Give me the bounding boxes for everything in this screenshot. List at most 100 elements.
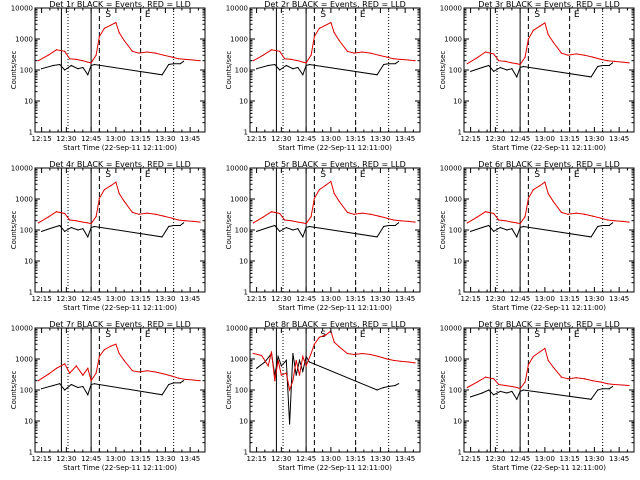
data-point — [297, 66, 299, 69]
x-tick-label: 12:15 — [247, 135, 267, 143]
data-point — [522, 65, 525, 68]
data-point — [567, 54, 569, 56]
data-point — [70, 64, 72, 67]
x-tick-label: 13:00 — [321, 135, 341, 143]
data-point — [386, 217, 388, 219]
data-point — [103, 27, 105, 29]
data-point — [544, 22, 546, 24]
data-point — [289, 423, 291, 425]
data-point — [338, 346, 340, 348]
data-point — [55, 49, 58, 51]
marker-flag-label: E — [145, 330, 151, 340]
y-tick-label: 100 — [235, 227, 248, 235]
data-point — [330, 21, 332, 24]
data-point — [163, 373, 165, 375]
data-point — [504, 220, 506, 222]
data-point — [522, 389, 525, 391]
series-line-lld — [38, 181, 201, 225]
x-axis-label: Start Time (22-Sep-11 12:11:00) — [492, 464, 606, 472]
series-line-lld — [38, 21, 201, 64]
y-tick-label: 1 — [29, 289, 33, 297]
data-point — [583, 378, 586, 380]
data-point — [173, 382, 175, 384]
chart-title: Det 4r BLACK = Events, RED = LLD — [49, 160, 191, 169]
data-point — [602, 224, 604, 227]
marker-flag-label: E — [360, 10, 366, 20]
data-point — [47, 373, 49, 375]
data-point — [69, 219, 71, 221]
data-point — [560, 376, 562, 378]
x-tick-label: 13:30 — [584, 295, 604, 303]
data-point — [466, 222, 468, 224]
data-point — [280, 374, 282, 376]
data-point — [397, 60, 400, 62]
x-tick-label: 13:45 — [395, 455, 415, 463]
data-point — [511, 221, 513, 223]
data-point — [131, 50, 133, 52]
data-point — [305, 62, 307, 64]
data-point — [199, 221, 201, 223]
data-point — [285, 359, 287, 362]
x-tick-label: 13:15 — [560, 455, 580, 463]
y-tick-label: 1 — [29, 449, 33, 457]
data-point — [154, 52, 157, 54]
data-point — [308, 361, 311, 363]
marker-flag-label: E — [574, 10, 580, 20]
data-point — [466, 386, 468, 389]
data-point — [59, 383, 61, 385]
data-point — [123, 359, 125, 362]
data-point — [407, 361, 410, 363]
data-point — [267, 365, 269, 367]
y-axis-label: Counts/sec — [10, 51, 18, 90]
y-tick-label: 10000 — [440, 5, 462, 13]
data-point — [532, 355, 534, 358]
data-point — [338, 200, 340, 202]
data-point — [41, 230, 43, 233]
data-point — [318, 336, 320, 338]
data-point — [552, 366, 554, 368]
data-point — [279, 50, 281, 52]
data-point — [146, 51, 148, 53]
series-line-events — [256, 60, 399, 76]
x-tick-label: 13:45 — [395, 135, 415, 143]
x-tick-label: 12:45 — [510, 295, 530, 303]
data-point — [481, 226, 483, 229]
x-tick-label: 13:15 — [131, 295, 151, 303]
data-point — [146, 370, 148, 372]
x-tick-label: 13:45 — [395, 295, 415, 303]
data-point — [346, 50, 348, 52]
data-point — [628, 62, 630, 64]
data-point — [123, 39, 125, 42]
data-point — [295, 359, 297, 362]
y-tick-label: 100 — [20, 387, 33, 395]
x-tick-label: 12:30 — [56, 135, 76, 143]
x-axis-label: Start Time (22-Sep-11 12:11:00) — [63, 304, 177, 312]
data-point — [506, 392, 508, 394]
x-tick-label: 12:30 — [271, 295, 291, 303]
data-point — [407, 59, 410, 61]
y-tick-label: 1 — [458, 449, 462, 457]
data-point — [488, 64, 490, 67]
y-tick-label: 1 — [29, 129, 33, 137]
data-point — [69, 372, 71, 374]
marker-flag-label: E — [574, 170, 580, 180]
data-point — [466, 63, 468, 65]
data-point — [519, 223, 521, 225]
data-point — [59, 63, 61, 66]
data-point — [414, 221, 416, 223]
data-point — [383, 386, 385, 389]
data-point — [527, 364, 529, 366]
data-point — [118, 192, 120, 195]
data-point — [560, 211, 562, 213]
data-point — [308, 63, 311, 66]
data-point — [504, 384, 506, 387]
data-point — [131, 370, 133, 372]
data-point — [138, 213, 140, 215]
data-point — [64, 69, 66, 71]
plot-frame — [249, 327, 421, 453]
data-point — [484, 211, 487, 213]
data-point — [516, 398, 518, 400]
data-point — [277, 355, 279, 358]
